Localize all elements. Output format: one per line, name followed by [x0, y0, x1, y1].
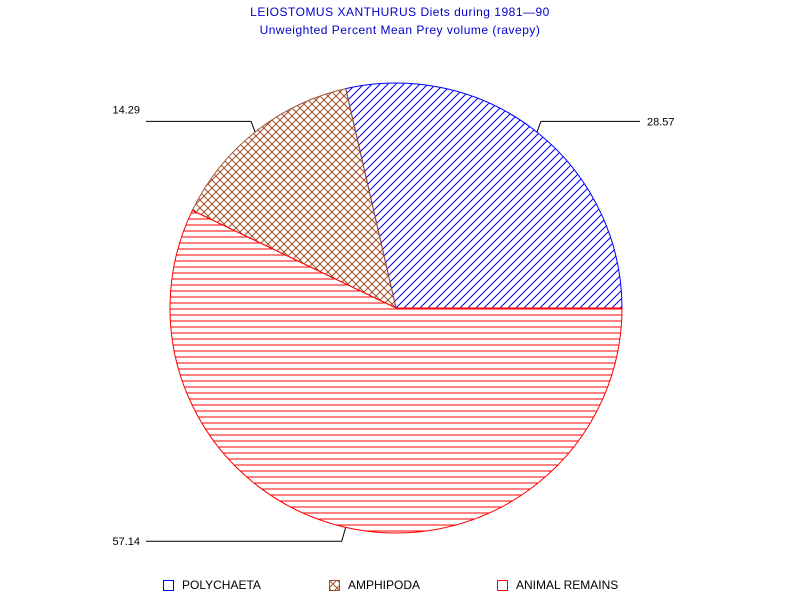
chart-title: LEIOSTOMUS XANTHURUS Diets during 1981—9…	[250, 5, 550, 19]
legend-item-amphipoda: AMPHIPODA	[329, 578, 420, 592]
pie-slice-animal-remains	[169, 209, 623, 534]
pie-slice-amphipoda	[191, 88, 397, 309]
leader-line-polychaeta	[536, 120, 640, 133]
chart-subtitle: Unweighted Percent Mean Prey volume (rav…	[259, 23, 541, 37]
legend: POLYCHAETA AMPHIPODA ANIMAL REMAINS	[0, 578, 800, 598]
leader-line-amphipoda	[146, 120, 256, 133]
legend-swatch-animal-remains	[497, 579, 508, 591]
legend-label-polychaeta: POLYCHAETA	[182, 578, 261, 592]
leader-line-animal-remains	[146, 527, 347, 542]
legend-swatch-polychaeta	[163, 579, 174, 591]
pie-slice-polychaeta	[345, 82, 623, 309]
legend-label-amphipoda: AMPHIPODA	[348, 578, 421, 592]
legend-item-animal-remains: ANIMAL REMAINS	[497, 578, 618, 592]
legend-item-polychaeta: POLYCHAETA	[163, 578, 261, 592]
data-label-animal-remains: 57.14	[112, 536, 140, 548]
data-label-amphipoda: 14.29	[112, 104, 140, 116]
legend-label-animal-remains: ANIMAL REMAINS	[516, 578, 619, 592]
data-label-polychaeta: 28.57	[647, 116, 675, 128]
legend-swatch-amphipoda	[329, 579, 340, 591]
